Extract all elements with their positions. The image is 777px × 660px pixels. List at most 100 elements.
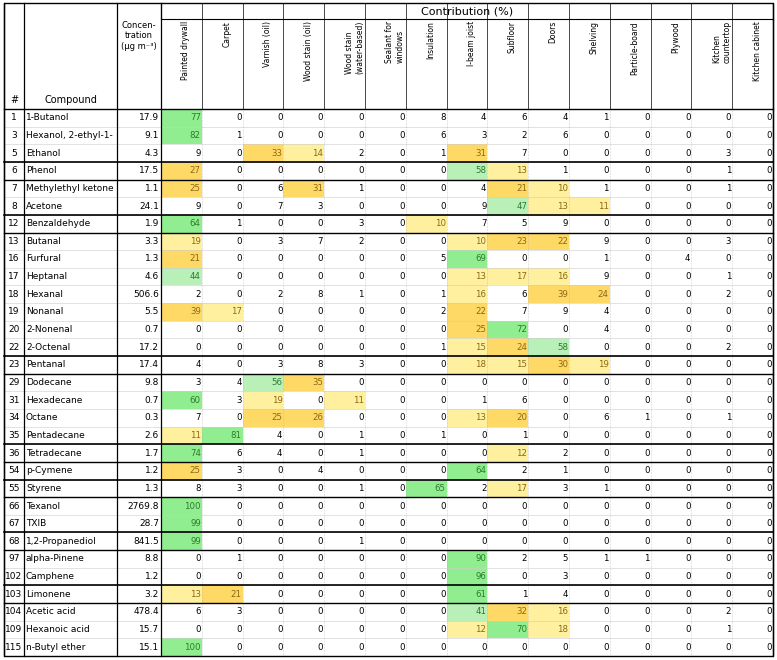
Text: Benzaldehyde: Benzaldehyde: [26, 219, 90, 228]
Bar: [161, 497, 202, 515]
Text: 0: 0: [521, 519, 528, 528]
Text: 0: 0: [766, 272, 772, 281]
Text: 16: 16: [9, 255, 19, 263]
Text: 0: 0: [481, 537, 486, 546]
Text: 0: 0: [277, 572, 282, 581]
Text: 0: 0: [358, 343, 364, 352]
Text: 0: 0: [603, 449, 609, 457]
Text: 4: 4: [563, 114, 568, 122]
Text: 20: 20: [9, 325, 19, 334]
Text: Pentanal: Pentanal: [26, 360, 65, 370]
Text: 56: 56: [271, 378, 282, 387]
Text: 0: 0: [521, 502, 528, 511]
Text: 6: 6: [521, 290, 528, 299]
Text: 6: 6: [277, 184, 282, 193]
Text: 0: 0: [318, 395, 323, 405]
Text: 9: 9: [563, 308, 568, 316]
Text: 0: 0: [318, 502, 323, 511]
Text: 0: 0: [399, 325, 405, 334]
Text: 7: 7: [521, 308, 528, 316]
Text: alpha-Pinene: alpha-Pinene: [26, 554, 85, 564]
Text: 0: 0: [399, 237, 405, 246]
Text: 2: 2: [563, 449, 568, 457]
Text: 0: 0: [440, 272, 445, 281]
Text: 0: 0: [236, 537, 242, 546]
Text: 0: 0: [563, 325, 568, 334]
Text: 0: 0: [766, 166, 772, 176]
Text: Texanol: Texanol: [26, 502, 60, 511]
Text: 4: 4: [603, 325, 609, 334]
Text: 2769.8: 2769.8: [127, 502, 159, 511]
Text: 0: 0: [644, 431, 650, 440]
Text: 1.9: 1.9: [145, 219, 159, 228]
Text: 0: 0: [685, 449, 691, 457]
Text: 72: 72: [516, 325, 528, 334]
Text: 13: 13: [476, 413, 486, 422]
Text: 99: 99: [190, 519, 200, 528]
Text: 1: 1: [11, 114, 17, 122]
Text: 22: 22: [557, 237, 568, 246]
Text: 44: 44: [190, 272, 200, 281]
Text: 0: 0: [563, 519, 568, 528]
Text: 0: 0: [399, 166, 405, 176]
Bar: [242, 374, 284, 391]
Text: 24: 24: [516, 343, 528, 352]
Text: 61: 61: [476, 590, 486, 599]
Text: 0: 0: [726, 484, 731, 493]
Text: 0: 0: [236, 114, 242, 122]
Bar: [406, 215, 447, 232]
Text: 0: 0: [399, 308, 405, 316]
Text: 0: 0: [726, 378, 731, 387]
Text: 104: 104: [5, 607, 23, 616]
Text: 1,2-Propanediol: 1,2-Propanediol: [26, 537, 97, 546]
Text: 4: 4: [563, 590, 568, 599]
Text: Phenol: Phenol: [26, 166, 57, 176]
Text: 13: 13: [557, 201, 568, 211]
Text: 0: 0: [440, 519, 445, 528]
Text: 0: 0: [318, 537, 323, 546]
Text: 0: 0: [318, 131, 323, 140]
Text: 0: 0: [644, 519, 650, 528]
Text: 36: 36: [9, 449, 19, 457]
Text: 0: 0: [644, 590, 650, 599]
Text: 7: 7: [318, 237, 323, 246]
Text: 1: 1: [603, 554, 609, 564]
Text: Hexadecane: Hexadecane: [26, 395, 82, 405]
Text: 0: 0: [318, 255, 323, 263]
Text: 1: 1: [603, 184, 609, 193]
Text: 29: 29: [9, 378, 19, 387]
Text: 0: 0: [685, 131, 691, 140]
Text: 0: 0: [358, 308, 364, 316]
Text: 2: 2: [521, 466, 528, 475]
Text: 0: 0: [685, 607, 691, 616]
Text: 0: 0: [644, 395, 650, 405]
Text: 0: 0: [481, 519, 486, 528]
Text: 13: 13: [190, 590, 200, 599]
Text: 0: 0: [766, 449, 772, 457]
Text: 0: 0: [685, 378, 691, 387]
Text: 0: 0: [766, 502, 772, 511]
Text: Subfloor: Subfloor: [508, 21, 517, 53]
Bar: [161, 638, 202, 656]
Text: Wood stain (oil): Wood stain (oil): [304, 21, 313, 81]
Text: 58: 58: [476, 166, 486, 176]
Text: 1: 1: [358, 484, 364, 493]
Text: 0: 0: [277, 325, 282, 334]
Text: 0: 0: [644, 343, 650, 352]
Text: 21: 21: [231, 590, 242, 599]
Text: 0: 0: [399, 413, 405, 422]
Text: 0: 0: [318, 625, 323, 634]
Text: Furfural: Furfural: [26, 255, 61, 263]
Text: 0: 0: [685, 237, 691, 246]
Bar: [242, 145, 284, 162]
Bar: [569, 197, 610, 215]
Bar: [406, 480, 447, 497]
Text: 0: 0: [358, 255, 364, 263]
Text: 0: 0: [685, 201, 691, 211]
Text: 9: 9: [196, 201, 200, 211]
Text: 9: 9: [563, 219, 568, 228]
Bar: [161, 426, 202, 444]
Text: 19: 19: [9, 308, 19, 316]
Text: 0: 0: [726, 502, 731, 511]
Text: 5.5: 5.5: [145, 308, 159, 316]
